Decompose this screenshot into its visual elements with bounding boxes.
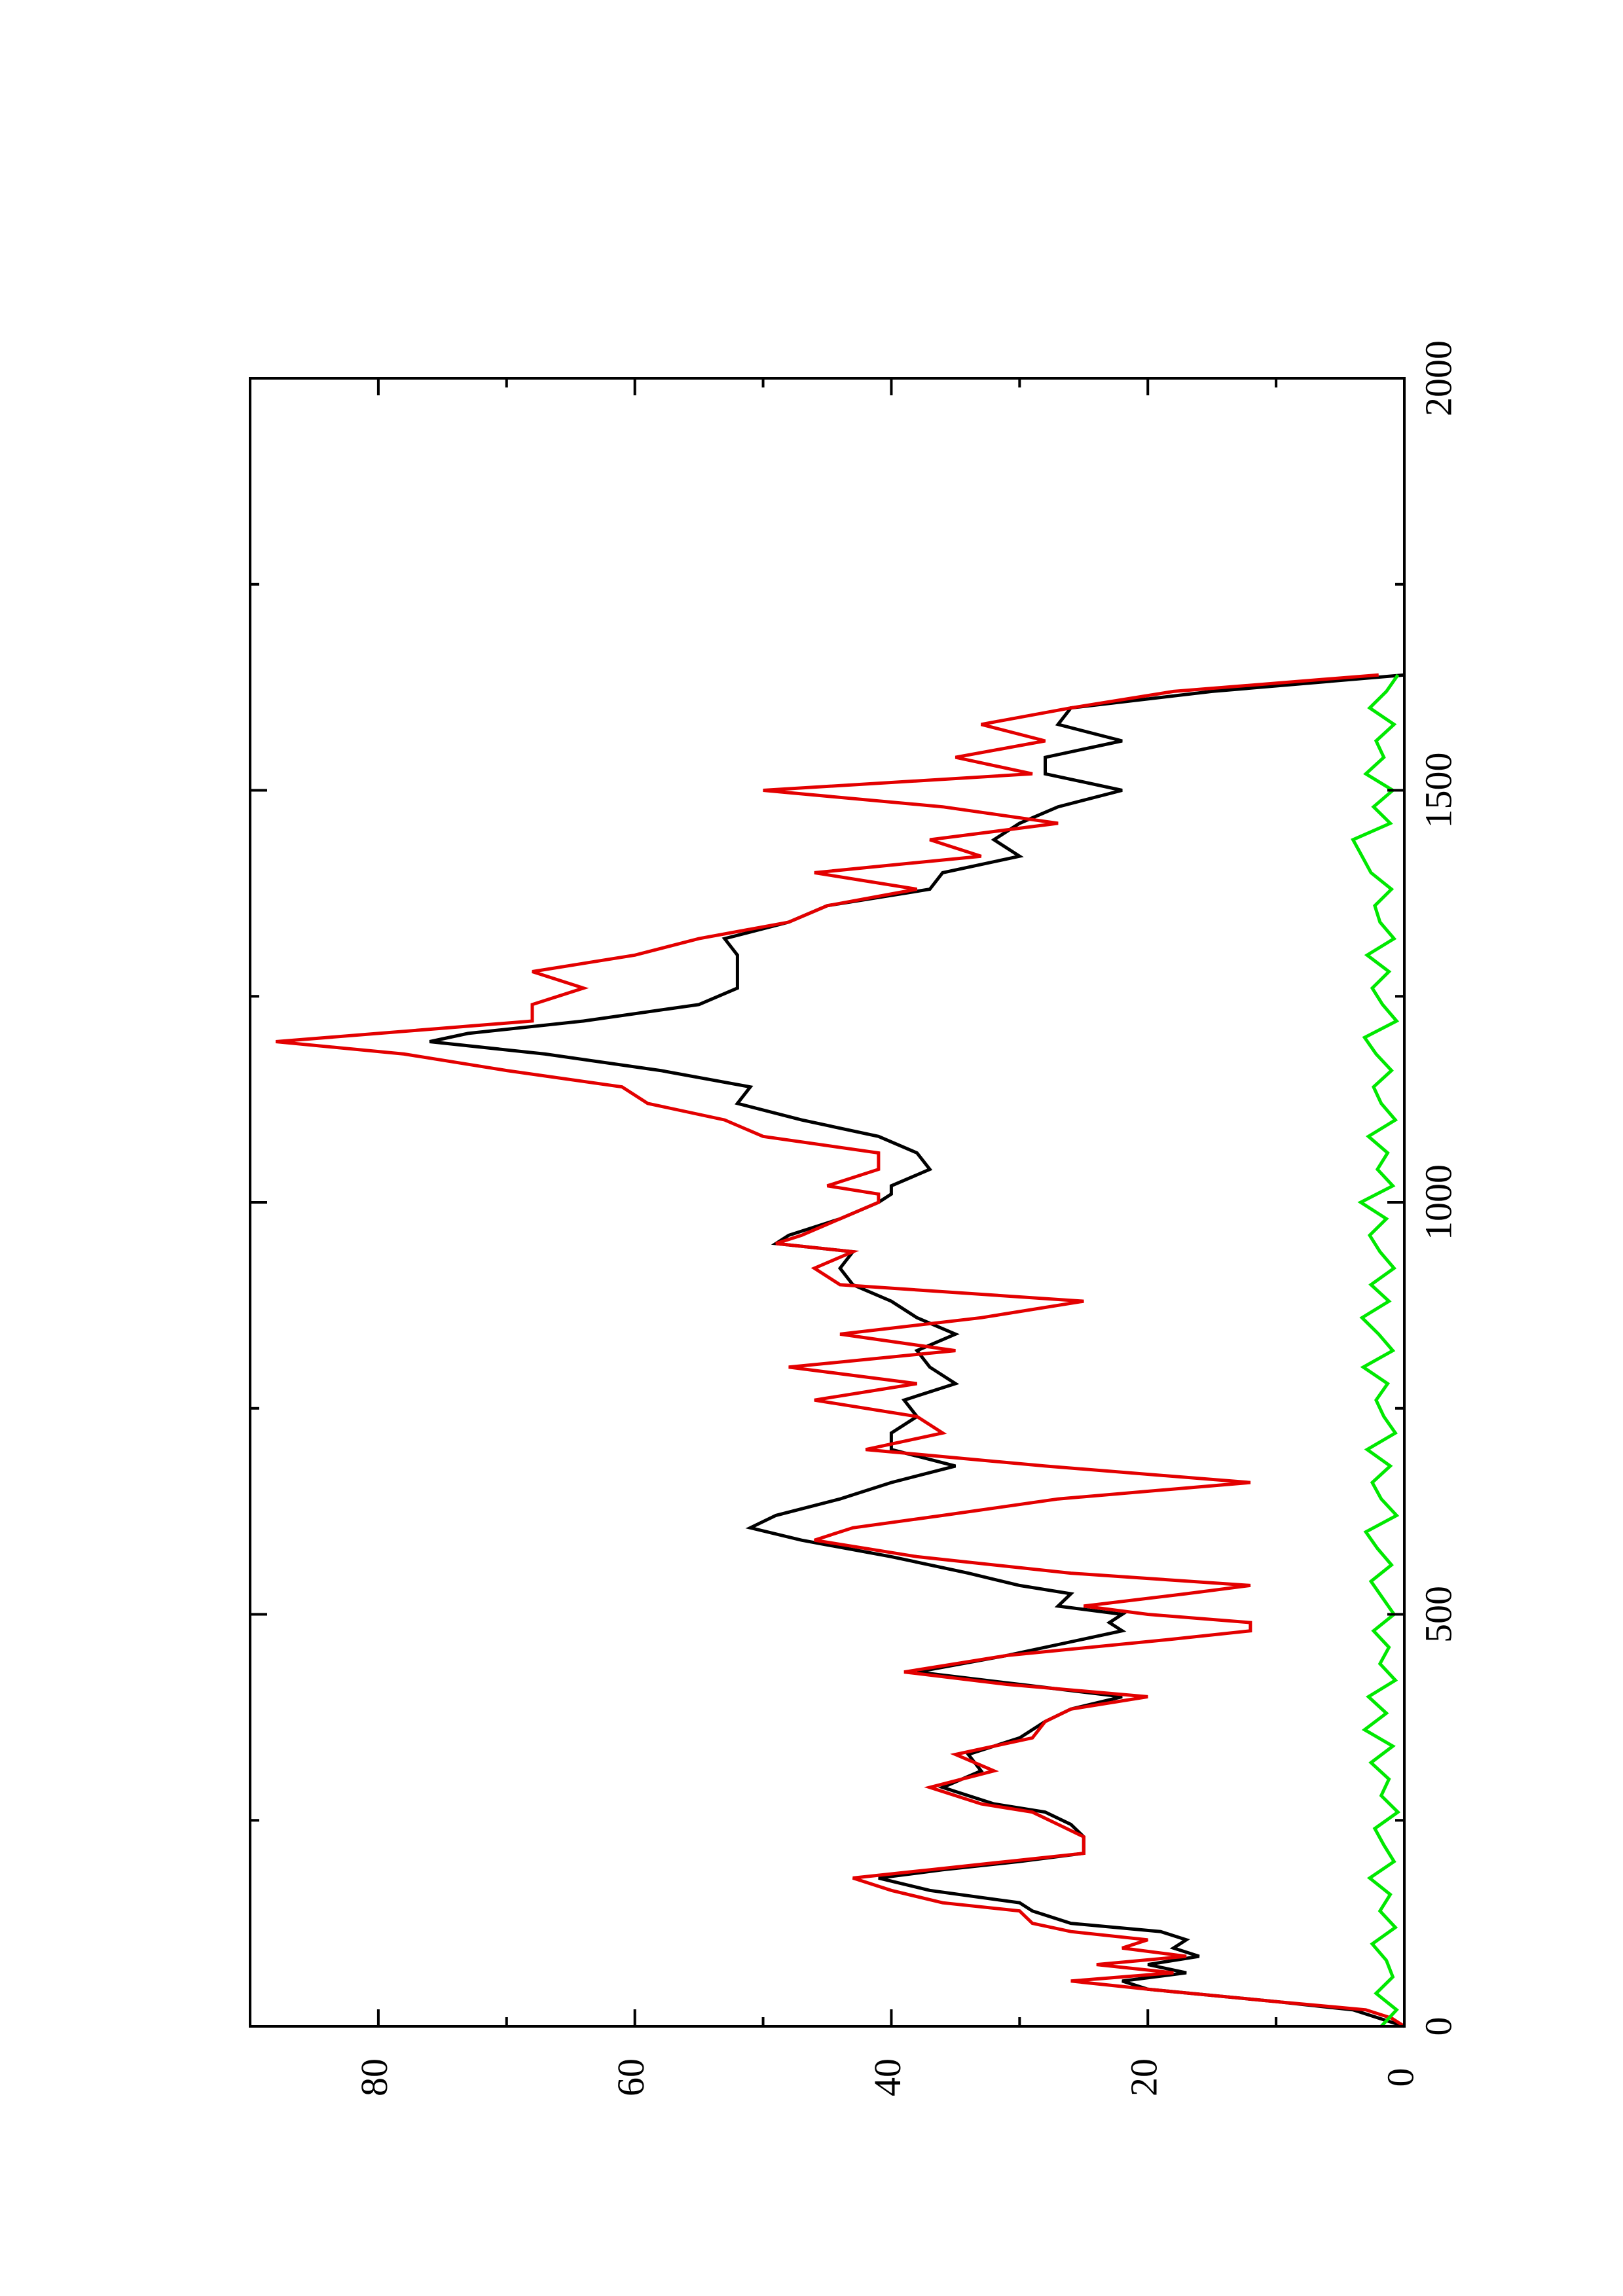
x-tick-label: 1500 — [1417, 753, 1459, 829]
y-tick-label: 80 — [353, 2058, 395, 2096]
series-layer — [275, 673, 1406, 2028]
x-tick-label: 2000 — [1417, 340, 1459, 416]
y-tick-label: 20 — [1123, 2058, 1165, 2096]
tick-labels: 0 500 1000 1500 2000 0 20 40 60 80 — [353, 340, 1459, 2096]
y-tick-label: 60 — [610, 2058, 652, 2096]
x-tick-label: 1000 — [1417, 1164, 1459, 1240]
series-line-3 — [1351, 673, 1401, 2028]
y-tick-label: 0 — [1379, 2068, 1421, 2087]
series-line-2 — [275, 673, 1406, 2028]
x-tick-label: 0 — [1417, 2017, 1459, 2036]
series-line-1 — [429, 673, 1405, 2028]
x-tick-label: 500 — [1417, 1586, 1459, 1643]
plot-frame — [249, 377, 1406, 2028]
y-tick-label: 40 — [866, 2058, 909, 2096]
